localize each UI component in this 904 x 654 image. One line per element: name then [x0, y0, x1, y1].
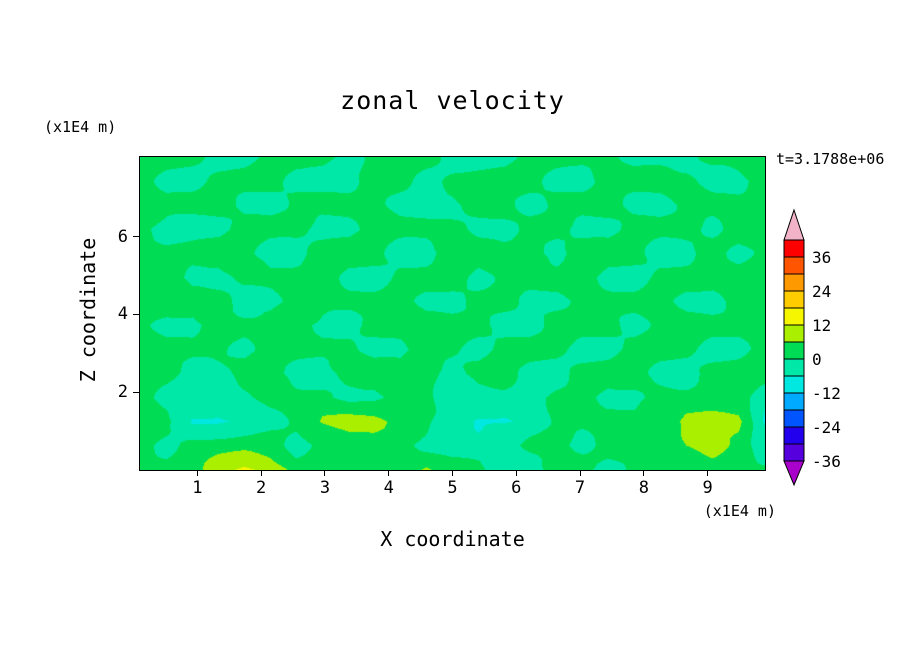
timestamp-label: t=3.1788e+06 — [776, 150, 885, 168]
z-axis-unit: (x1E4 m) — [44, 118, 117, 136]
colorbar-tick-label: 24 — [812, 282, 832, 301]
x-tick-mark — [324, 471, 326, 476]
colorbar-over-arrow — [783, 208, 805, 241]
colorbar-segment — [783, 290, 805, 309]
colorbar-segment — [783, 239, 805, 258]
x-axis-unit: (x1E4 m) — [703, 502, 776, 520]
z-tick-label: 2 — [117, 382, 128, 403]
x-axis-label: X coordinate — [380, 527, 525, 551]
colorbar-tick-label: 0 — [812, 350, 822, 369]
x-tick-mark — [196, 471, 198, 476]
colorbar-tick-label: 36 — [812, 248, 832, 267]
colorbar-tick-label: -24 — [812, 418, 841, 437]
x-tick-mark — [643, 471, 645, 476]
colorbar-segment — [783, 409, 805, 428]
x-tick-label: 7 — [574, 478, 586, 498]
x-tick-label: 3 — [319, 478, 331, 498]
colorbar-tick-label: -36 — [812, 452, 841, 471]
colorbar-segment — [783, 358, 805, 377]
x-tick-label: 4 — [383, 478, 394, 498]
z-tick-mark — [133, 236, 139, 238]
heatmap-canvas — [140, 157, 765, 470]
z-tick-label: 4 — [117, 304, 128, 325]
x-tick-label: 9 — [702, 478, 713, 498]
x-tick-label: 6 — [511, 478, 522, 498]
x-tick-label: 8 — [638, 478, 649, 498]
colorbar-segment — [783, 341, 805, 360]
x-tick-label: 1 — [192, 478, 203, 498]
colorbar-segment — [783, 307, 805, 326]
colorbar-segment — [783, 426, 805, 445]
colorbar-segment — [783, 273, 805, 292]
x-tick-label: 2 — [256, 478, 267, 498]
colorbar-segment — [783, 392, 805, 411]
colorbar-segment — [783, 324, 805, 343]
z-tick-mark — [133, 313, 139, 315]
x-tick-label: 5 — [447, 478, 458, 498]
x-tick-mark — [260, 471, 262, 476]
z-tick-label: 6 — [117, 226, 128, 247]
colorbar-under-arrow — [783, 460, 805, 487]
colorbar-tick-label: 12 — [812, 316, 832, 335]
x-tick-mark — [579, 471, 581, 476]
x-tick-mark — [388, 471, 390, 476]
colorbar-tick-label: -12 — [812, 384, 841, 403]
x-tick-mark — [515, 471, 517, 476]
colorbar-segment — [783, 375, 805, 394]
z-axis-label: Z coordinate — [76, 237, 100, 383]
z-tick-mark — [133, 391, 139, 393]
plot-frame — [139, 156, 766, 471]
colorbar-segment — [783, 443, 805, 462]
x-tick-mark — [707, 471, 709, 476]
colorbar-segment — [783, 256, 805, 275]
x-tick-mark — [452, 471, 453, 476]
colorbar — [783, 208, 805, 487]
plot-title: zonal velocity — [340, 86, 565, 115]
